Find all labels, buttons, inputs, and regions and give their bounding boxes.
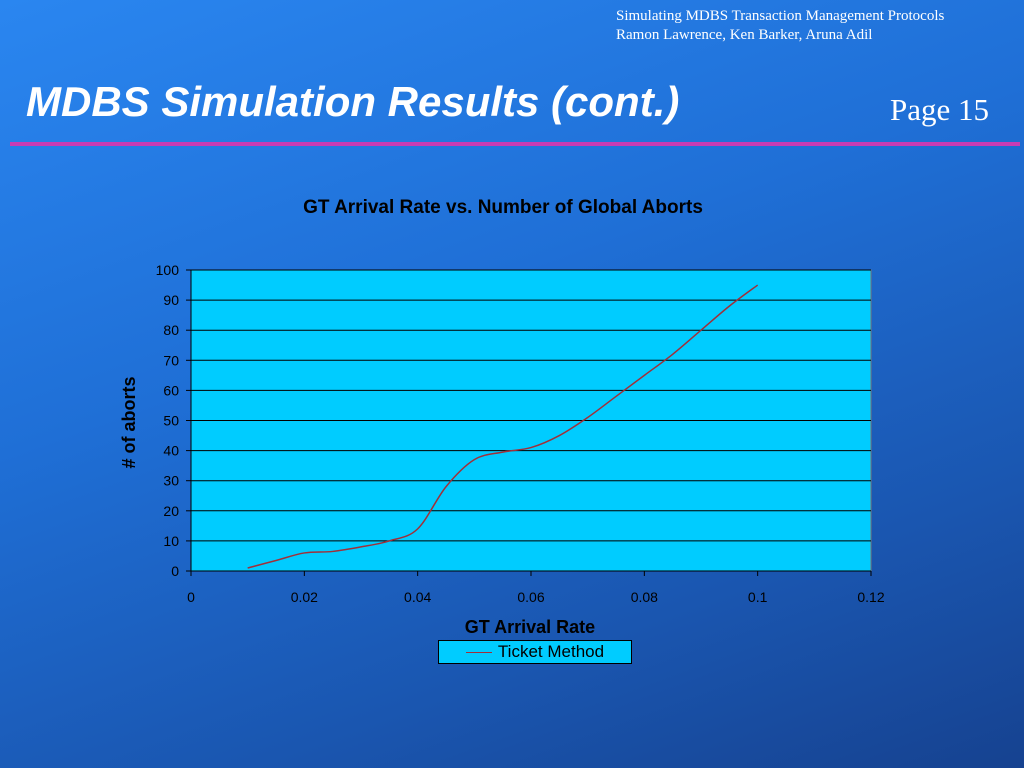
x-tick-label: 0.08 [631,589,658,605]
y-axis-title: # of aborts [119,376,139,468]
x-tick-label: 0.1 [748,589,768,605]
legend-swatch [465,651,492,653]
chart-legend: Ticket Method [438,640,632,664]
title-divider [10,142,1020,146]
y-tick-label: 60 [163,382,179,398]
y-tick-label: 30 [163,473,179,489]
page-number: Page 15 [890,92,990,127]
y-tick-label: 70 [163,352,179,368]
y-tick-label: 80 [163,322,179,338]
series-line-ticket-method [247,284,759,569]
y-tick-label: 100 [156,262,180,278]
y-tick-label: 0 [171,563,179,579]
y-tick-label: 50 [163,413,179,429]
header-citation: Simulating MDBS Transaction Management P… [616,7,944,45]
x-tick-label: 0.04 [404,589,431,605]
x-axis-title: GT Arrival Rate [465,617,595,637]
x-tick-label: 0 [187,589,195,605]
chart-title: GT Arrival Rate vs. Number of Global Abo… [303,197,703,218]
y-tick-label: 90 [163,292,179,308]
legend-label: Ticket Method [497,642,605,661]
slide-title: MDBS Simulation Results (cont.) [26,78,680,125]
y-tick-label: 40 [163,443,179,459]
x-tick-label: 0.06 [517,589,544,605]
x-tick-label: 0.02 [291,589,318,605]
y-tick-label: 10 [163,533,179,549]
header-line-2: Ramon Lawrence, Ken Barker, Aruna Adil [616,27,873,43]
y-tick-label: 20 [163,503,179,519]
header-line-1: Simulating MDBS Transaction Management P… [616,8,945,24]
x-tick-label: 0.12 [857,589,884,605]
